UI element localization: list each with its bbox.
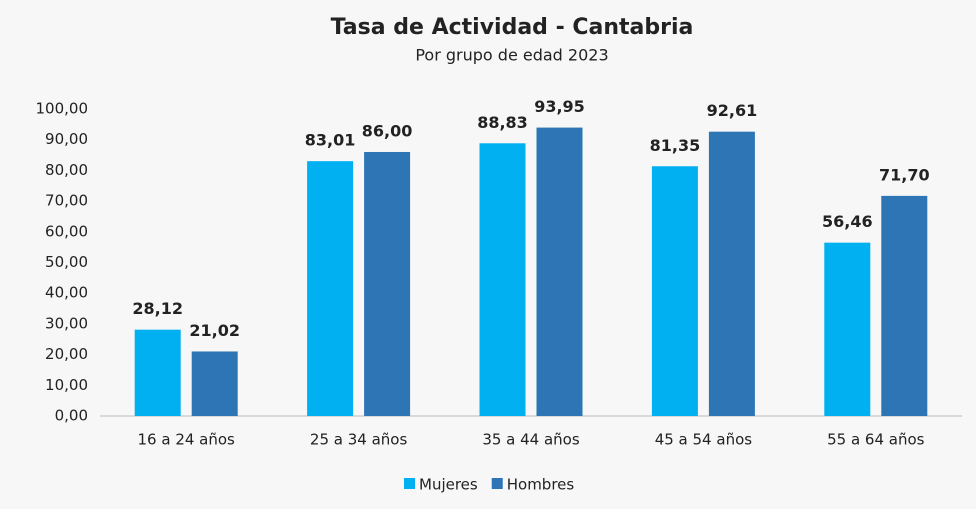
y-tick-label: 100,00: [36, 100, 89, 118]
value-label: 86,00: [362, 121, 413, 140]
y-tick-label: 70,00: [45, 192, 88, 210]
y-tick-label: 60,00: [45, 222, 88, 240]
y-tick-label: 90,00: [45, 130, 88, 148]
y-tick-label: 80,00: [45, 161, 88, 179]
chart-title: Tasa de Actividad - Cantabria: [331, 15, 694, 40]
legend-swatch: [404, 478, 415, 489]
value-label: 92,61: [707, 101, 758, 120]
y-tick-label: 20,00: [45, 345, 88, 363]
value-label: 21,02: [189, 321, 240, 340]
y-tick-label: 50,00: [45, 253, 88, 271]
value-label: 88,83: [477, 113, 528, 132]
legend-swatch: [491, 478, 503, 489]
value-label: 56,46: [822, 212, 873, 231]
bar: [881, 195, 928, 416]
y-tick-label: 10,00: [45, 376, 88, 394]
legend-label: Mujeres: [419, 476, 478, 494]
bar: [191, 351, 238, 416]
value-label: 28,12: [132, 299, 183, 318]
x-tick-label: 55 a 64 años: [827, 431, 925, 449]
bar: [708, 131, 755, 416]
value-label: 71,70: [879, 165, 930, 184]
chart-subtitle: Por grupo de edad 2023: [415, 46, 608, 65]
bar: [824, 242, 871, 416]
x-tick-label: 16 a 24 años: [138, 431, 236, 449]
y-tick-label: 0,00: [55, 407, 88, 425]
bar: [134, 329, 181, 416]
value-label: 83,01: [305, 131, 356, 150]
x-tick-label: 25 a 34 años: [310, 431, 408, 449]
bar: [536, 127, 583, 417]
value-label: 93,95: [534, 97, 585, 116]
bar: [479, 143, 526, 416]
y-tick-label: 40,00: [45, 284, 88, 302]
x-tick-label: 45 a 54 años: [655, 431, 753, 449]
bar: [651, 166, 698, 416]
legend-label: Hombres: [507, 476, 575, 494]
value-label: 81,35: [650, 136, 701, 155]
x-tick-label: 35 a 44 años: [482, 431, 580, 449]
y-tick-label: 30,00: [45, 314, 88, 332]
bar: [364, 151, 411, 417]
bar: [307, 161, 354, 416]
